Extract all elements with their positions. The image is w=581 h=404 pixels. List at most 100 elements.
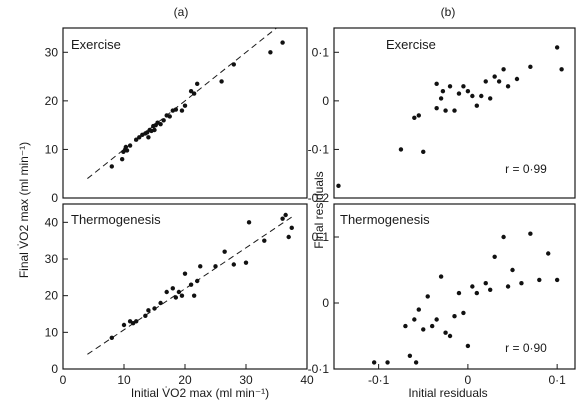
correlation-annotation: r = 0·99	[505, 162, 547, 176]
data-point	[268, 50, 273, 55]
data-point	[429, 323, 435, 329]
data-point	[465, 343, 471, 349]
data-point	[123, 144, 129, 150]
data-point	[146, 308, 151, 313]
x-tick-label: 30	[239, 373, 253, 387]
data-point	[407, 353, 413, 358]
data-point	[456, 290, 462, 296]
data-point	[219, 79, 224, 84]
data-point	[143, 313, 148, 319]
panel-b-xlabel: Initial residuals	[408, 386, 487, 400]
data-point	[213, 264, 218, 269]
data-point	[447, 84, 453, 89]
data-point	[452, 108, 457, 113]
y-tick-label: 0	[322, 94, 329, 108]
data-point	[188, 88, 194, 94]
data-point	[434, 81, 439, 87]
y-tick-label: 0·1	[312, 230, 330, 244]
data-point	[510, 267, 515, 273]
y-tick-label: 0·1	[312, 45, 330, 59]
data-point	[164, 289, 169, 295]
data-point	[195, 81, 200, 87]
data-point	[182, 271, 188, 276]
panel-b-ylabel: Final residuals	[312, 171, 326, 248]
data-point	[479, 93, 484, 99]
data-point	[124, 148, 130, 153]
y-tick-label: 0	[322, 296, 329, 310]
panel-a-thermogenesis-plot: Thermogenesis 0 10 20 30 40 0 10 20 30 40	[45, 203, 314, 387]
data-point	[109, 164, 115, 169]
x-tick-label: 0·1	[548, 373, 566, 387]
data-point	[173, 295, 179, 300]
data-point	[443, 330, 448, 335]
data-point	[179, 293, 185, 298]
y-tick-label: 10	[45, 142, 59, 156]
data-point	[158, 121, 163, 127]
data-point	[371, 360, 377, 365]
data-point	[152, 306, 157, 311]
data-point	[438, 274, 444, 279]
data-point	[461, 84, 466, 89]
data-point	[465, 88, 471, 94]
data-point	[519, 281, 524, 286]
y-tick-label: 40	[45, 215, 59, 229]
data-point	[440, 88, 446, 94]
data-point	[483, 79, 488, 84]
data-point	[501, 67, 506, 72]
data-point	[170, 286, 175, 291]
data-point	[286, 234, 291, 240]
data-point	[554, 45, 560, 50]
data-point	[438, 96, 444, 101]
data-point	[514, 76, 520, 82]
data-point	[231, 62, 236, 67]
data-point	[501, 234, 506, 240]
x-tick-label: 0	[60, 373, 67, 387]
data-point	[452, 314, 457, 319]
data-point	[134, 319, 139, 324]
data-point	[474, 290, 480, 296]
panel-a-xlabel: Initial V̇O2 max (ml min⁻¹)	[131, 386, 269, 400]
panel-a-exercise-plot: Exercise 0 10 20 30	[45, 27, 308, 205]
panel-a-ylabel: Final V̇O2 max (ml min⁻¹)	[17, 142, 31, 278]
data-point	[222, 249, 227, 254]
data-point	[470, 93, 475, 99]
data-point	[443, 108, 448, 113]
data-point	[434, 317, 439, 322]
data-point	[456, 91, 462, 96]
data-point	[505, 284, 511, 289]
data-point	[195, 278, 200, 284]
data-point	[528, 64, 533, 70]
identity-line	[87, 27, 277, 179]
data-point	[134, 137, 139, 142]
data-point	[191, 293, 197, 298]
data-point	[492, 254, 497, 259]
data-point	[496, 79, 502, 84]
panel-a-label: (a)	[174, 5, 189, 19]
x-tick-label: 0	[465, 373, 472, 387]
data-point	[119, 156, 125, 162]
data-point	[412, 115, 417, 121]
data-point	[137, 135, 142, 140]
data-point	[161, 118, 166, 123]
data-point	[528, 231, 533, 236]
data-point	[537, 277, 542, 283]
data-point	[246, 220, 252, 225]
y-tick-label: 0	[51, 362, 58, 376]
data-point	[488, 287, 493, 292]
data-point	[416, 307, 421, 312]
panel-title: Thermogenesis	[71, 212, 161, 227]
panel-b-label: (b)	[441, 5, 456, 19]
x-tick-label: 20	[178, 373, 192, 387]
data-point	[243, 260, 249, 265]
x-tick-label: 10	[117, 373, 131, 387]
data-point	[470, 284, 475, 289]
y-tick-label: -0·2	[308, 191, 330, 205]
data-point	[447, 333, 453, 339]
data-point	[173, 107, 179, 112]
data-point	[127, 143, 133, 148]
data-point	[488, 96, 493, 101]
panel-title: Thermogenesis	[340, 212, 430, 227]
x-tick-label: -0·1	[368, 373, 390, 387]
data-point	[188, 282, 194, 287]
data-point	[191, 91, 197, 96]
